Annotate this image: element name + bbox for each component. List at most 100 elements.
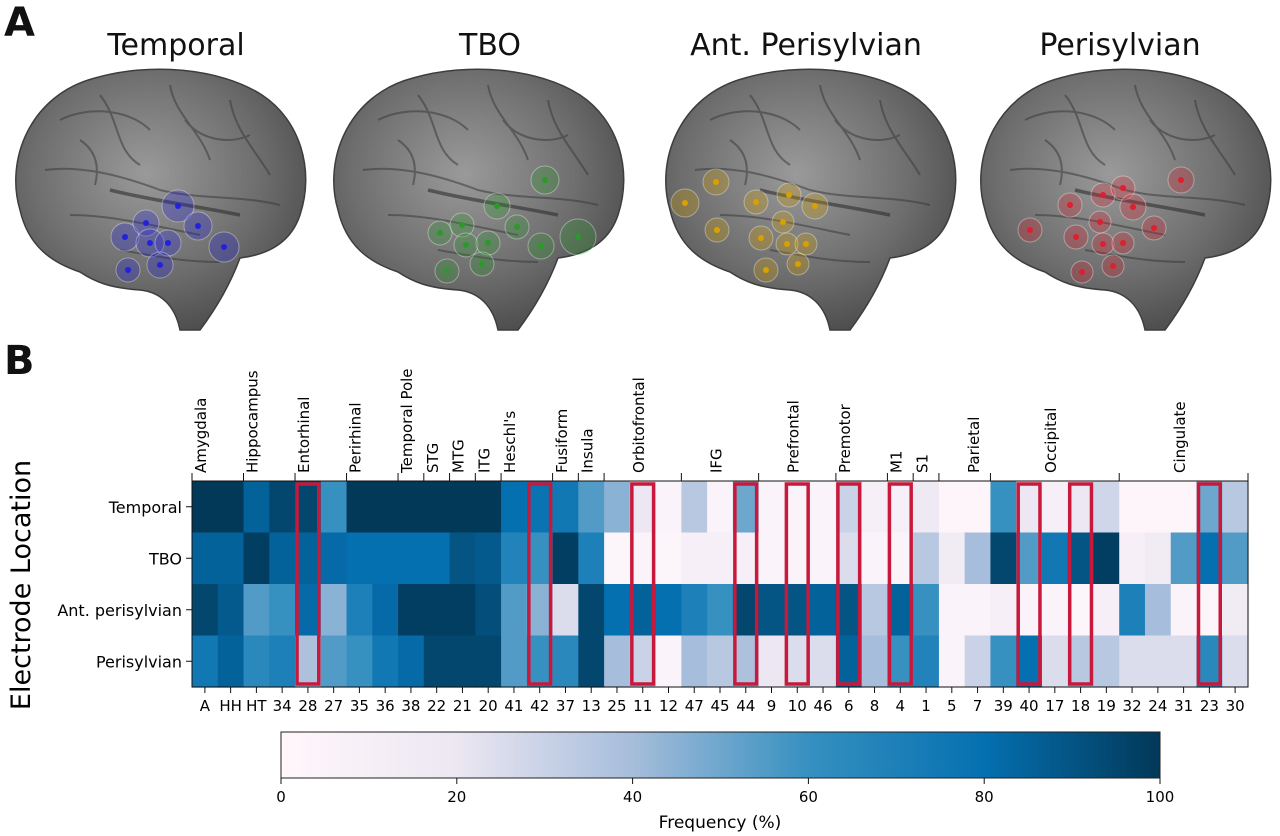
region-label: Temporal Pole xyxy=(398,368,416,474)
highlight-box-10 xyxy=(784,482,810,686)
heatmap-cell xyxy=(629,481,657,534)
electrode-3-7 xyxy=(1091,232,1115,256)
heatmap-cell xyxy=(320,532,348,585)
electrode-3-8 xyxy=(1111,231,1135,255)
heatmap-cell xyxy=(887,635,914,688)
heatmap-cell xyxy=(578,635,605,688)
heatmap-cell xyxy=(784,635,811,688)
heatmap-cell xyxy=(887,532,914,585)
highlight-box-44 xyxy=(733,482,759,686)
heatmap-cell xyxy=(1093,481,1120,534)
highlight-box-23 xyxy=(1196,482,1222,686)
highlight-box-40 xyxy=(1016,482,1042,686)
brain-tbo xyxy=(332,67,626,332)
heatmap-cell xyxy=(526,584,554,637)
electrode-3-3 xyxy=(1110,175,1136,201)
heatmap-cell xyxy=(269,532,296,585)
row-label: Perisylvian xyxy=(96,652,182,671)
column-label: 46 xyxy=(813,697,832,715)
electrode-3-1 xyxy=(1057,192,1083,218)
electrode-1-8 xyxy=(559,218,597,256)
heatmap-cell xyxy=(1016,584,1043,637)
electrode-1-0 xyxy=(427,220,453,246)
electrode-0-2 xyxy=(161,189,195,223)
heatmap-cell xyxy=(964,635,992,688)
region-label: M1 xyxy=(888,451,906,474)
region-label: Entorhinal xyxy=(295,397,313,474)
heatmap-cell xyxy=(655,584,682,637)
heatmap-cell xyxy=(707,584,734,637)
heatmap-cell xyxy=(449,635,476,688)
heatmap-cell xyxy=(1016,532,1043,585)
heatmap-cell xyxy=(732,635,760,688)
highlight-box-4 xyxy=(887,482,913,686)
electrode-3-9 xyxy=(1141,215,1167,241)
electrode-0-1 xyxy=(132,209,160,237)
heatmap-cell xyxy=(604,584,631,637)
heatmap-cell xyxy=(887,481,914,534)
heatmap-cell xyxy=(192,635,219,688)
heatmap-cell xyxy=(526,532,554,585)
heatmap-cell xyxy=(861,584,889,637)
electrode-3-10 xyxy=(1167,166,1195,194)
heatmap-cell xyxy=(243,635,270,688)
heatmap-cell xyxy=(295,532,322,585)
region-label: Fusiform xyxy=(553,409,571,473)
heatmap-cell xyxy=(964,532,992,585)
heatmap-cell xyxy=(758,481,785,534)
heatmap-cell xyxy=(475,481,502,534)
electrode-2-7 xyxy=(775,232,799,256)
electrode-1-10 xyxy=(434,258,460,284)
column-label: HT xyxy=(246,697,267,715)
region-label: Occipital xyxy=(1042,408,1060,473)
region-label: STG xyxy=(424,443,442,473)
region-label: Amygdala xyxy=(192,398,210,473)
heatmap-cell xyxy=(810,532,837,585)
heatmap-cell xyxy=(732,481,760,534)
y-axis-label: Electrode Location xyxy=(6,460,37,710)
electrode-3-5 xyxy=(1088,210,1112,234)
heatmap-cell xyxy=(217,532,245,585)
heatmap-cell xyxy=(552,532,579,585)
colorbar-label: Frequency (%) xyxy=(659,813,782,833)
electrode-1-1 xyxy=(449,212,475,238)
heatmap-cell xyxy=(526,635,554,688)
heatmap-cell xyxy=(423,635,451,688)
brain-title-ant-perisylvian: Ant. Perisylvian xyxy=(690,28,922,63)
heatmap-cell xyxy=(861,481,889,534)
heatmap-cell xyxy=(295,584,322,637)
heatmap-cell xyxy=(887,584,914,637)
region-label: Prefrontal xyxy=(785,400,803,473)
electrode-2-10 xyxy=(753,257,779,283)
electrode-3-11 xyxy=(1101,254,1125,278)
heatmap-cell xyxy=(1144,532,1172,585)
heatmap-cell xyxy=(1119,584,1146,637)
column-label: 38 xyxy=(401,697,420,715)
heatmap-cell xyxy=(1170,481,1198,534)
heatmap-cell xyxy=(552,635,579,688)
heatmap-cell xyxy=(243,481,270,534)
heatmap-cell xyxy=(192,481,219,534)
heatmap-cell xyxy=(295,635,322,688)
column-label: 31 xyxy=(1174,697,1193,715)
column-label: 32 xyxy=(1123,697,1142,715)
heatmap-cell xyxy=(1222,584,1249,637)
heatmap-cell xyxy=(578,584,605,637)
heatmap-cell xyxy=(1119,481,1146,534)
electrode-1-7 xyxy=(527,232,555,260)
heatmap-cell xyxy=(784,481,811,534)
highlight-box-28 xyxy=(295,482,321,686)
electrode-0-6 xyxy=(208,231,240,263)
heatmap-cell xyxy=(835,584,863,637)
heatmap-cell xyxy=(990,481,1017,534)
brain-illustrations xyxy=(14,67,1273,332)
electrode-2-0 xyxy=(670,188,700,218)
heatmap-cell xyxy=(758,635,785,688)
heatmap-cell xyxy=(578,481,605,534)
heatmap-cell xyxy=(1016,635,1043,688)
region-label: Insula xyxy=(579,428,597,473)
heatmap-cell xyxy=(217,635,245,688)
column-label: 17 xyxy=(1045,697,1064,715)
heatmap-cell xyxy=(1016,481,1043,534)
heatmap-cell xyxy=(578,532,605,585)
